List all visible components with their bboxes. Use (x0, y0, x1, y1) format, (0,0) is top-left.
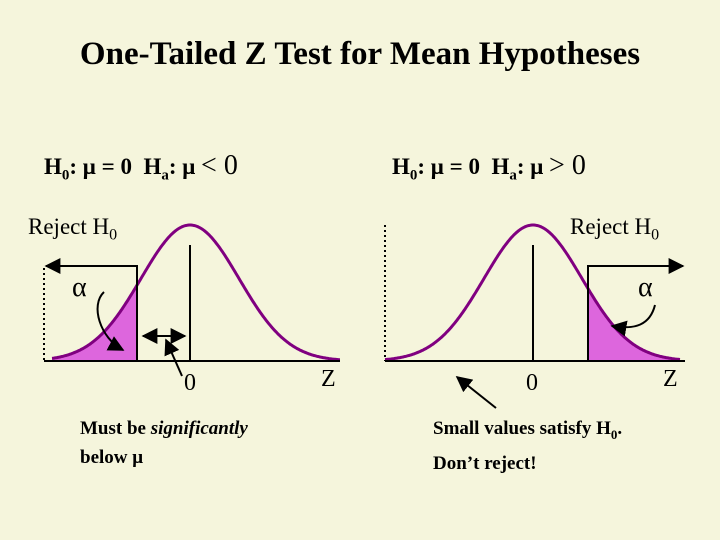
right-reject-text: Reject H (570, 214, 652, 239)
right-ha-sign: > 0 (549, 150, 586, 181)
left-h0-text: : μ = 0 (69, 154, 132, 179)
left-normal-curve (51, 223, 340, 362)
left-alpha-label: α (72, 272, 87, 303)
left-ha-text: : μ (168, 154, 196, 179)
right-hypotheses: H0: μ = 0 Ha: μ > 0 (392, 150, 586, 185)
left-note-line2: below μ (80, 447, 144, 468)
left-h0-sub: 0 (61, 167, 70, 184)
left-note-line1: Must be significantly (80, 414, 248, 443)
left-hypotheses: H0: μ = 0 Ha: μ < 0 (44, 150, 238, 185)
left-zero-pointer (164, 338, 183, 377)
slide-title: One-Tailed Z Test for Mean Hypotheses (79, 36, 641, 72)
left-alpha-pointer (96, 291, 125, 351)
right-rejection-region (588, 288, 680, 361)
left-zero-label: 0 (184, 370, 196, 396)
right-note: Small values satisfy H0. Don’t reject! (433, 414, 622, 478)
right-ha-letter: H (491, 154, 510, 179)
left-reject-sub: 0 (109, 226, 118, 244)
right-h0-sub: 0 (409, 167, 418, 184)
right-note-text: Small values satisfy H (433, 418, 611, 439)
right-h0-letter: H (392, 154, 410, 179)
left-z-label: Z (321, 366, 336, 392)
left-note-emphasis: significantly (150, 418, 248, 439)
right-small-values-pointer (455, 376, 497, 409)
left-ha-letter: H (143, 154, 162, 179)
right-note-line2: Don’t reject! (433, 452, 537, 474)
right-z-label: Z (663, 366, 678, 392)
left-rejection-region (52, 285, 137, 361)
left-note: Must be significantly below μ (80, 414, 248, 472)
right-normal-curve (384, 223, 681, 362)
right-alpha-pointer (610, 304, 656, 337)
right-note-line1: Small values satisfy H0. (433, 414, 622, 449)
right-h0-text: : μ = 0 (417, 154, 480, 179)
right-ha-sub: a (509, 167, 517, 184)
left-note-text: Must be (80, 418, 151, 439)
right-alpha-label: α (638, 272, 653, 303)
right-reject-sub: 0 (651, 226, 660, 244)
right-note-sub: 0 (610, 426, 618, 442)
right-ha-text: : μ (516, 154, 544, 179)
left-reject-label: Reject H0 (28, 214, 117, 245)
right-zero-label: 0 (526, 370, 538, 396)
left-h0-letter: H (44, 154, 62, 179)
right-note-end: . (617, 418, 623, 439)
left-reject-text: Reject H (28, 214, 110, 239)
left-ha-sub: a (161, 167, 169, 184)
right-reject-label: Reject H0 (570, 214, 659, 245)
left-ha-sign: < 0 (201, 150, 238, 181)
